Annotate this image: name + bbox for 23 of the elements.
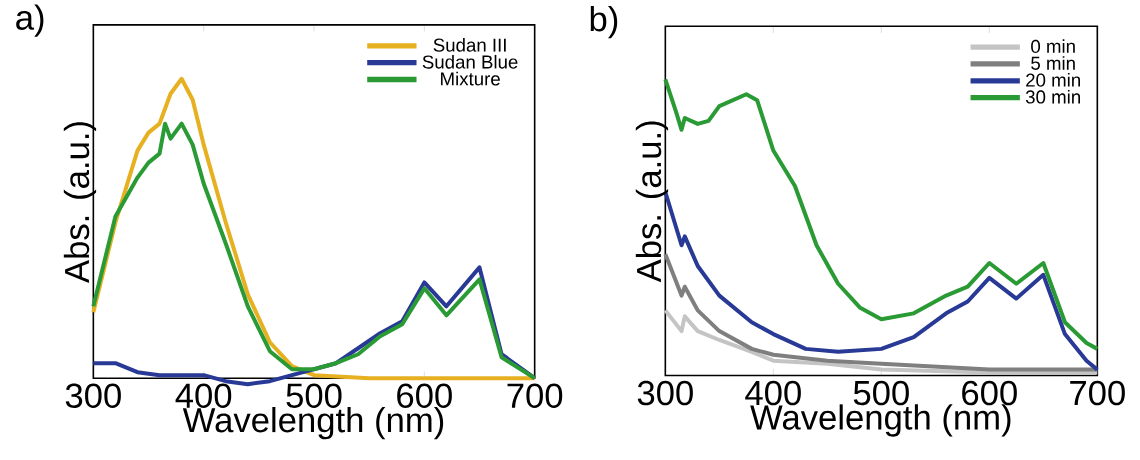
x-tick-label: 400 <box>175 383 232 409</box>
x-tick-label: 300 <box>65 383 121 409</box>
legend-label: Sudan III <box>433 38 506 53</box>
y-axis-title: Abs. (a.u.) <box>635 121 669 283</box>
x-tick-label: 600 <box>397 383 452 409</box>
x-tick-label: 400 <box>745 380 801 406</box>
legend-label: Mixture <box>441 72 500 86</box>
x-tick-label: 300 <box>637 380 693 406</box>
legend-label: 30 min <box>1025 90 1080 104</box>
chart-title: a) <box>16 4 44 37</box>
x-tick-label: 600 <box>962 380 1017 406</box>
legend-label: 5 min <box>1031 56 1075 71</box>
x-axis-title: Wavelength (nm) <box>182 407 444 440</box>
x-tick-label: 500 <box>286 383 342 409</box>
x-tick-label: 500 <box>853 380 909 406</box>
x-axis-title: Wavelength (nm) <box>750 404 1011 437</box>
legend-label: 20 min <box>1026 73 1080 87</box>
legend-label: 0 min <box>1031 39 1075 54</box>
chart-title: b) <box>590 6 618 39</box>
legend-label: Sudan Blue <box>422 55 518 69</box>
x-tick-label: 700 <box>1070 380 1125 406</box>
y-axis-title: Abs. (a.u.) <box>63 122 97 284</box>
x-tick-label: 700 <box>507 383 563 409</box>
